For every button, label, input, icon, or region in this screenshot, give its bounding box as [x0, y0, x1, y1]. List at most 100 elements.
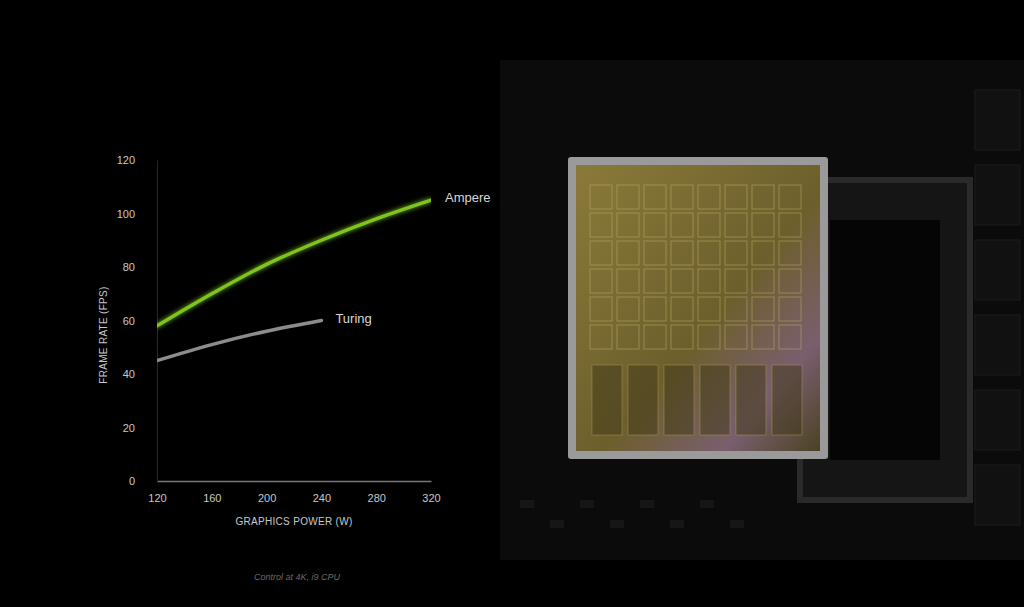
y-tick-label: 80: [123, 261, 135, 273]
die-block: [671, 185, 693, 209]
die-block: [590, 297, 612, 321]
die-block: [779, 297, 801, 321]
component: [640, 500, 654, 508]
die-io: [628, 365, 658, 435]
die-border: [568, 157, 828, 459]
x-tick-label: 160: [203, 492, 221, 504]
component: [700, 500, 714, 508]
memory-chip: [975, 165, 1020, 225]
die-io: [772, 365, 802, 435]
y-tick: 0: [129, 475, 157, 487]
x-tick: 160: [203, 481, 221, 504]
die-block: [698, 297, 720, 321]
component: [580, 500, 594, 508]
die-io: [700, 365, 730, 435]
y-tick: 40: [123, 368, 157, 380]
die-block: [671, 297, 693, 321]
die-block: [725, 185, 747, 209]
x-tick: 320: [422, 481, 440, 504]
die-block: [725, 297, 747, 321]
series-labels: AmpereTuring: [335, 190, 490, 325]
board: [500, 60, 1024, 560]
die-block: [752, 325, 774, 349]
die-block: [752, 297, 774, 321]
chart: 120160200240280320020406080100120GRAPHIC…: [0, 0, 1024, 607]
die-block: [671, 213, 693, 237]
y-tick: 100: [117, 208, 157, 220]
die-block: [590, 185, 612, 209]
y-tick: 80: [123, 261, 157, 273]
lines: [157, 200, 431, 361]
die-block: [779, 269, 801, 293]
die-block: [617, 213, 639, 237]
die-block: [698, 325, 720, 349]
background: [0, 0, 1024, 607]
die-block: [698, 269, 720, 293]
die-block: [779, 241, 801, 265]
die-block: [617, 241, 639, 265]
y-tick: 20: [123, 422, 157, 434]
component: [520, 500, 534, 508]
memory-chip: [975, 390, 1020, 450]
die-block: [779, 213, 801, 237]
x-tick-label: 240: [313, 492, 331, 504]
y-tick: 60: [123, 315, 157, 327]
annotation: Control at 4K, i9 CPU: [254, 572, 341, 582]
die-block: [590, 269, 612, 293]
x-tick: 200: [258, 481, 276, 504]
series-label: Ampere: [445, 190, 491, 205]
die-block: [752, 269, 774, 293]
die-block: [617, 269, 639, 293]
die-block: [617, 297, 639, 321]
die-block: [752, 213, 774, 237]
die-block: [752, 241, 774, 265]
x-axis-title: GRAPHICS POWER (W): [235, 516, 352, 527]
x-tick-label: 320: [422, 492, 440, 504]
die-io: [664, 365, 694, 435]
die-block: [644, 297, 666, 321]
x-axis: 120160200240280320: [148, 481, 440, 504]
component: [550, 520, 564, 528]
y-tick-label: 20: [123, 422, 135, 434]
die-block: [617, 325, 639, 349]
y-tick-label: 60: [123, 315, 135, 327]
die-block: [617, 185, 639, 209]
y-tick-label: 0: [129, 475, 135, 487]
die-block: [671, 269, 693, 293]
x-tick-label: 200: [258, 492, 276, 504]
die-block: [698, 241, 720, 265]
memory-chip: [975, 465, 1020, 525]
y-axis: 0 20 40 60 80 100 120: [117, 154, 158, 487]
die-block: [779, 325, 801, 349]
x-tick: 240: [313, 481, 331, 504]
die-io: [592, 365, 622, 435]
x-tick-label: 280: [368, 492, 386, 504]
series-line: [157, 200, 431, 326]
die-block: [725, 241, 747, 265]
die-block: [671, 241, 693, 265]
die-io: [736, 365, 766, 435]
socket-inner: [830, 220, 940, 460]
memory-chip: [975, 90, 1020, 150]
x-axis-line: [158, 481, 432, 482]
y-tick: 120: [117, 154, 157, 166]
y-axis-title: FRAME RATE (FPS): [98, 286, 109, 383]
die-block: [590, 241, 612, 265]
y-axis-line: [157, 161, 158, 482]
die-block: [644, 185, 666, 209]
die-block: [725, 269, 747, 293]
die-block: [644, 241, 666, 265]
die-block: [752, 185, 774, 209]
die-block: [644, 325, 666, 349]
component: [730, 520, 744, 528]
die-block: [644, 269, 666, 293]
die-block: [590, 325, 612, 349]
die-block: [725, 213, 747, 237]
die-surface: [576, 165, 820, 451]
die-block: [698, 185, 720, 209]
component: [670, 520, 684, 528]
y-tick-label: 120: [117, 154, 135, 166]
die-block: [671, 325, 693, 349]
board-decoration: [500, 60, 1024, 560]
die-block: [644, 213, 666, 237]
